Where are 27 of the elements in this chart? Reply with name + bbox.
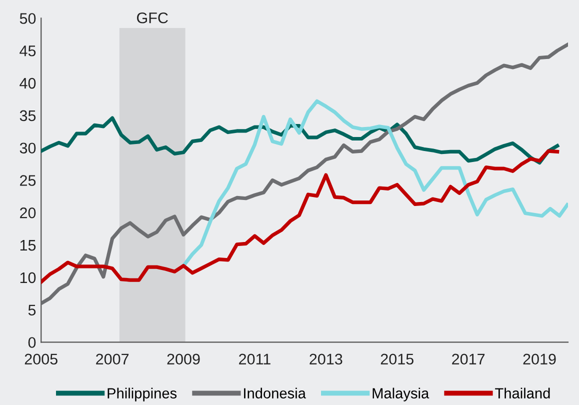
line-series (41, 149, 560, 284)
x-tick-label: 2017 (452, 354, 485, 365)
x-tick-label: 2013 (310, 354, 342, 365)
x-tick-label: 2019 (523, 354, 556, 365)
y-tick-label: 10 (20, 272, 36, 284)
x-tick-label: 2009 (167, 354, 200, 365)
x-tick-label: 2015 (380, 354, 414, 365)
y-tick-label: 5 (28, 304, 36, 316)
x-tick-label: 2005 (24, 354, 58, 365)
y-tick-label: 45 (20, 46, 36, 56)
y-tick-label: 20 (20, 207, 36, 218)
legend-label: Indonesia (244, 388, 306, 398)
y-tick-label: 0 (28, 337, 36, 348)
y-tick-label: 25 (20, 175, 36, 186)
y-tick-label: 40 (20, 78, 36, 89)
y-tick-label: 50 (20, 13, 36, 24)
x-tick-label: 2007 (96, 354, 129, 365)
x-tick-label: 2011 (239, 354, 270, 365)
legend-label: Philippines (108, 388, 177, 402)
y-tick-label: 35 (20, 110, 36, 122)
y-tick-label: 15 (20, 240, 36, 251)
legend-label: Malaysia (372, 388, 430, 402)
legend-label: Thailand (495, 388, 550, 398)
y-tick-label: 30 (20, 142, 36, 154)
line-series (41, 42, 568, 306)
band-label: GFC (137, 12, 168, 24)
line-series (182, 99, 568, 268)
